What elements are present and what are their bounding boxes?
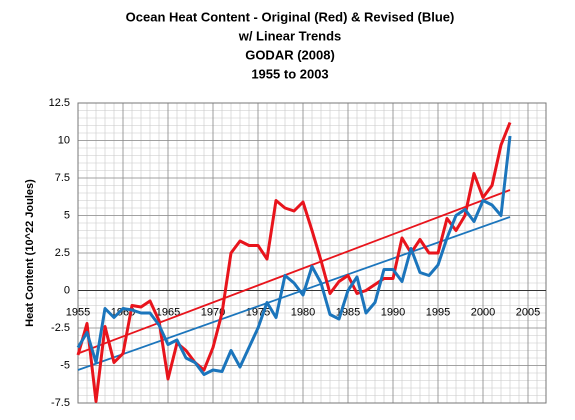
y-axis-label: Heat Content (10^22 Joules) bbox=[24, 179, 36, 327]
chart-title: w/ Linear Trends bbox=[238, 28, 342, 43]
x-tick-label: 1980 bbox=[291, 306, 315, 318]
y-tick-label: -2.5 bbox=[51, 322, 70, 334]
y-tick-label: 12.5 bbox=[49, 97, 70, 109]
y-tick-label: 0 bbox=[64, 284, 70, 296]
x-tick-label: 2000 bbox=[471, 306, 495, 318]
chart-title: GODAR (2008) bbox=[245, 47, 335, 62]
x-tick-label: 1990 bbox=[381, 306, 405, 318]
y-tick-label: 10 bbox=[58, 134, 70, 146]
y-tick-label: -5 bbox=[60, 359, 70, 371]
plot-border bbox=[77, 102, 547, 404]
x-tick-label: 1995 bbox=[426, 306, 450, 318]
series-line bbox=[76, 121, 512, 403]
y-tick-label: 2.5 bbox=[55, 247, 70, 259]
x-tick-label: 1965 bbox=[156, 306, 180, 318]
x-tick-label: 1970 bbox=[201, 306, 225, 318]
y-tick-label: 5 bbox=[64, 209, 70, 221]
y-tick-label: -7.5 bbox=[51, 397, 70, 409]
trend-line bbox=[77, 216, 511, 371]
y-tick-label: 7.5 bbox=[55, 172, 70, 184]
chart-title: 1955 to 2003 bbox=[251, 66, 328, 81]
chart-title: Ocean Heat Content - Original (Red) & Re… bbox=[126, 9, 455, 24]
trend-line bbox=[77, 189, 511, 355]
series-line bbox=[76, 135, 512, 376]
x-tick-label: 2005 bbox=[516, 306, 540, 318]
